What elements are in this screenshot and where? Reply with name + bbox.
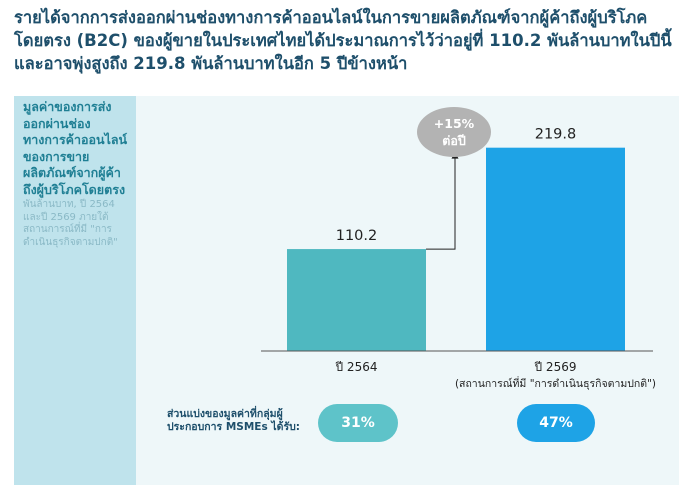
growth-period-label: ต่อปี (442, 133, 466, 148)
growth-bubble (417, 107, 491, 157)
bar-2569 (486, 147, 625, 351)
growth-rate-label: +15% (434, 116, 475, 131)
bar-value-2564: 110.2 (336, 228, 378, 244)
bar-value-2569: 219.8 (535, 127, 577, 143)
x-tick-2564: ปี 2564 (335, 360, 378, 374)
metric-subtitle: พันล้านบาท, ปี 2564 และปี 2569 ภายใต้สถา… (23, 199, 118, 248)
bar-chart: 110.2 219.8 ปี 2564 ปี 2569 (สถานการณ์ที… (261, 107, 656, 390)
headline: รายได้จากการส่งออกผ่านช่องทางการค้าออนไล… (14, 8, 672, 73)
chart-panel: มูลค่าของการส่งออกผ่านช่องทางการค้าออนไล… (14, 96, 679, 485)
x-tick-2569: ปี 2569 (534, 360, 577, 374)
msme-share-label: ส่วนแบ่งของมูลค่าที่กลุ่มผู้ประกอบการ MS… (167, 408, 300, 433)
msme-share-2564: 31% (318, 404, 398, 442)
msme-share-2569: 47% (517, 404, 595, 442)
x-tick-note-2569: (สถานการณ์ที่มี "การดำเนินธุรกิจตามปกติ"… (455, 376, 656, 390)
metric-title: มูลค่าของการส่งออกผ่านช่องทางการค้าออนไล… (23, 99, 128, 197)
bar-2564 (287, 249, 426, 351)
growth-arrow-line (426, 157, 456, 250)
metric-sidebar: มูลค่าของการส่งออกผ่านช่องทางการค้าออนไล… (14, 96, 136, 485)
